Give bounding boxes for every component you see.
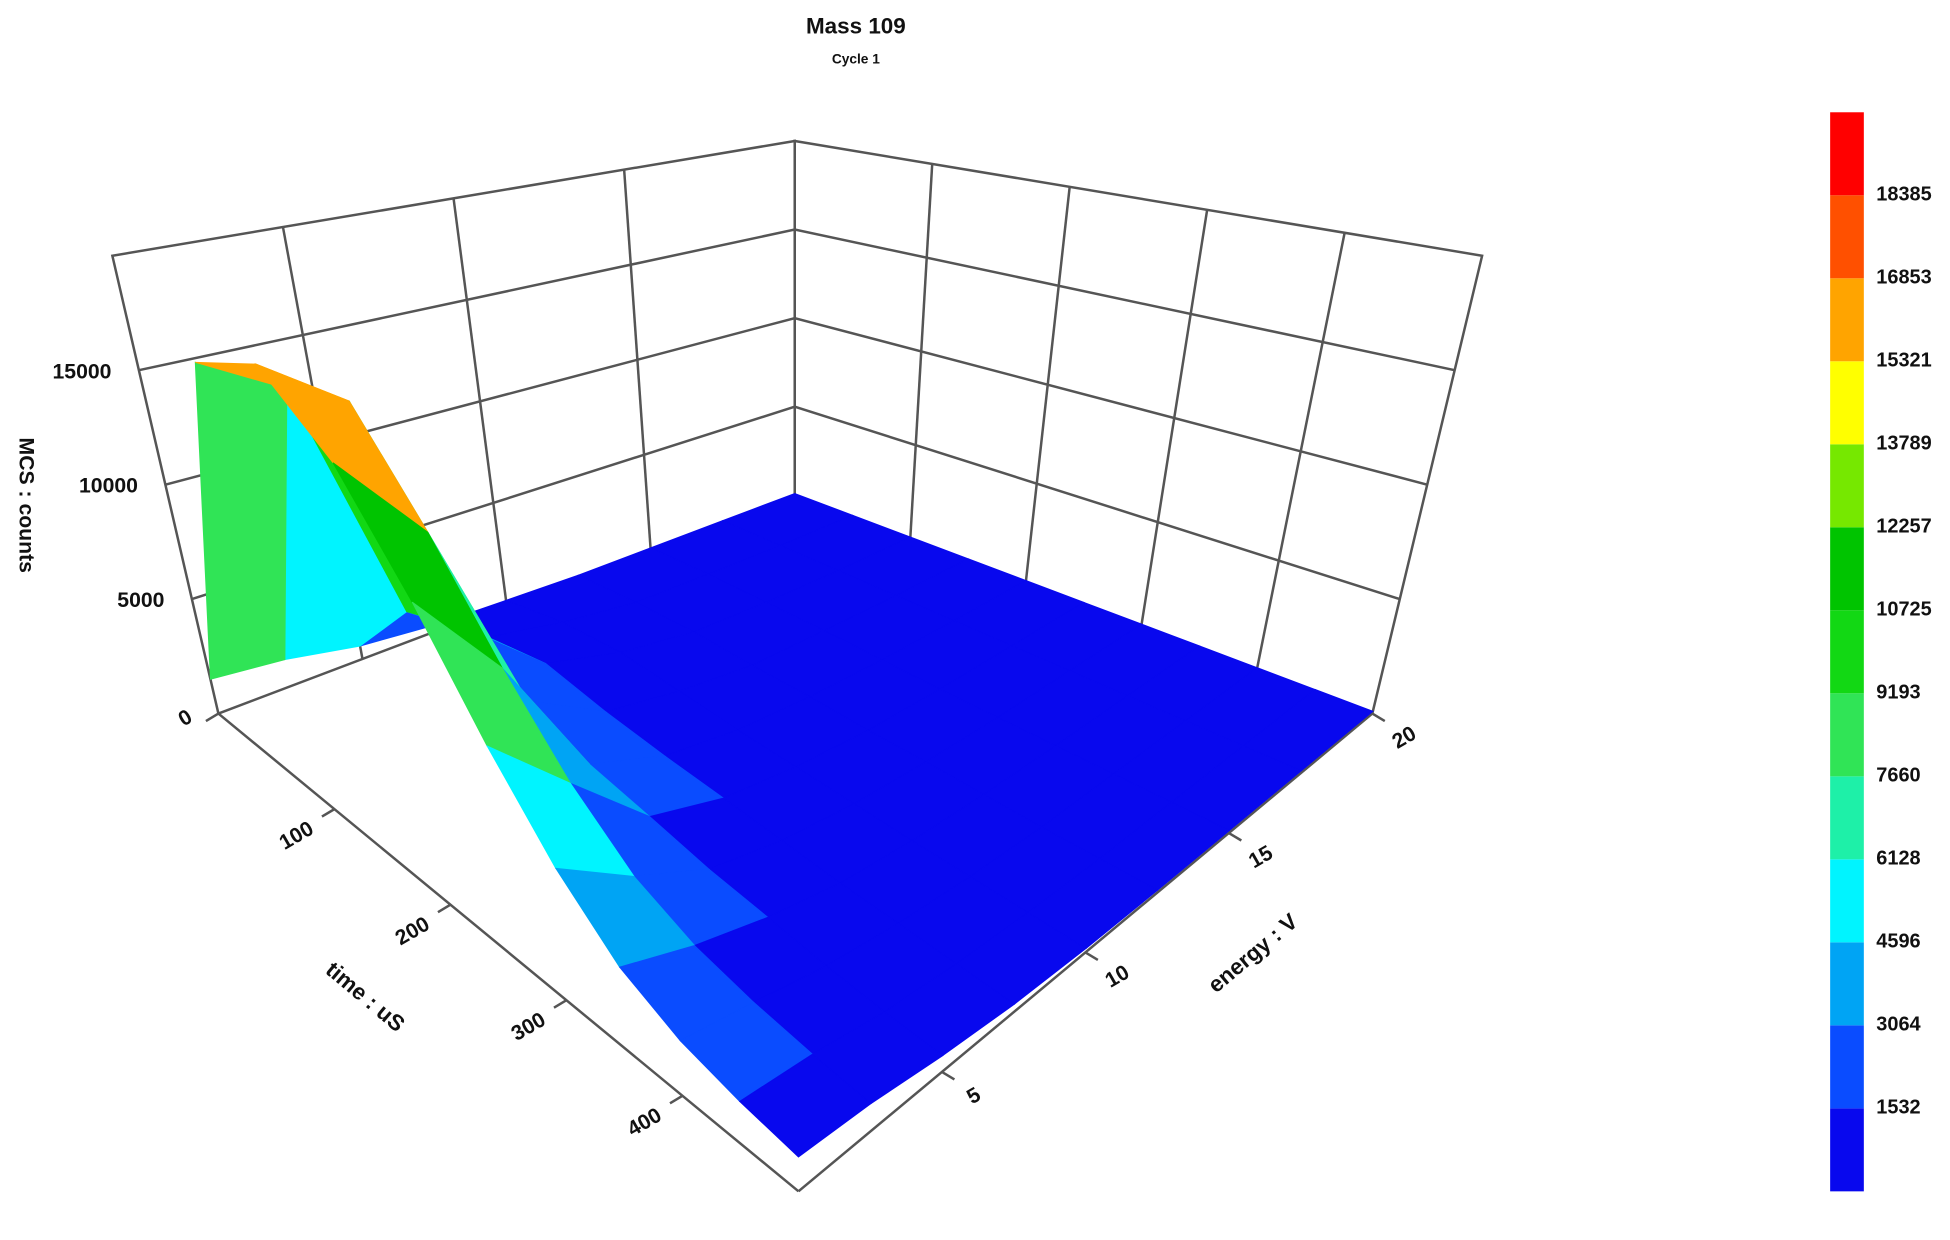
x-tick-label: 300 — [508, 1008, 550, 1046]
z-tick-label: 5000 — [117, 589, 164, 612]
tick-mark — [669, 1094, 684, 1105]
chart-title: Mass 109 — [806, 13, 906, 38]
colorbar-band — [1830, 278, 1864, 362]
grid-line — [165, 316, 1428, 486]
colorbar-tick-label: 16853 — [1876, 267, 1931, 289]
grid-line — [452, 198, 508, 605]
x-tick-label: 100 — [275, 817, 317, 855]
tick-mark — [437, 903, 452, 914]
tick-mark — [321, 808, 336, 818]
z-tick-label: 15000 — [53, 360, 112, 383]
colorbar-tick-label: 18385 — [1876, 184, 1931, 206]
colorbar-band — [1830, 610, 1864, 694]
colorbar-tick-label: 7660 — [1876, 765, 1920, 787]
colorbar-tick-label: 9193 — [1876, 682, 1920, 704]
colorbar-band — [1830, 1025, 1864, 1109]
y-tick-label: 20 — [1388, 722, 1420, 754]
grid-line — [1255, 232, 1346, 671]
y-axis-label: energy : V — [1203, 909, 1302, 998]
colorbar-band — [1830, 361, 1864, 445]
colorbar-tick-label: 15321 — [1876, 350, 1931, 372]
colorbar-band — [1830, 195, 1864, 279]
grid-line — [909, 163, 934, 539]
x-axis-label: time : uS — [321, 957, 410, 1037]
chart-subtitle: Cycle 1 — [832, 52, 880, 67]
y-tick-label: 5 — [963, 1083, 985, 1109]
grid-line — [622, 169, 652, 550]
colorbar-band — [1830, 1108, 1864, 1192]
colorbar-tick-label: 10725 — [1876, 599, 1931, 621]
colorbar-tick-label: 13789 — [1876, 433, 1931, 455]
tick-mark — [553, 999, 568, 1009]
surface-patch — [194, 361, 288, 680]
z-tick-label: 10000 — [79, 475, 138, 498]
y-tick-label: 15 — [1245, 841, 1277, 873]
surface-patch — [738, 1053, 872, 1158]
colorbar-band — [1830, 859, 1864, 943]
tick-mark — [1228, 831, 1242, 842]
z-tick-label: 0 — [175, 705, 197, 731]
grid-line — [138, 228, 1455, 372]
colorbar-band — [1830, 444, 1864, 528]
grid-line — [1140, 209, 1209, 627]
colorbar-band — [1830, 527, 1864, 611]
colorbar-tick-label: 3064 — [1876, 1014, 1920, 1036]
tick-mark — [941, 1070, 956, 1081]
x-tick-label: 400 — [624, 1104, 666, 1142]
tick-mark — [1371, 712, 1386, 723]
colorbar-band — [1830, 112, 1864, 196]
colorbar-tick-label: 12257 — [1876, 516, 1931, 538]
colorbar-band — [1830, 776, 1864, 860]
colorbar-band — [1830, 942, 1864, 1026]
colorbar-tick-label: 4596 — [1876, 931, 1920, 953]
colorbar-band — [1830, 693, 1864, 777]
wall-edge — [217, 712, 800, 1193]
x-tick-label: 200 — [391, 913, 433, 951]
colorbar-tick-label: 1532 — [1876, 1097, 1920, 1119]
y-tick-label: 10 — [1101, 961, 1133, 993]
tick-mark — [1084, 951, 1099, 962]
z-axis-label: MCS : counts — [14, 438, 37, 573]
colorbar-tick-label: 6128 — [1876, 848, 1920, 870]
tick-mark — [205, 712, 220, 723]
grid-line — [1024, 186, 1071, 583]
